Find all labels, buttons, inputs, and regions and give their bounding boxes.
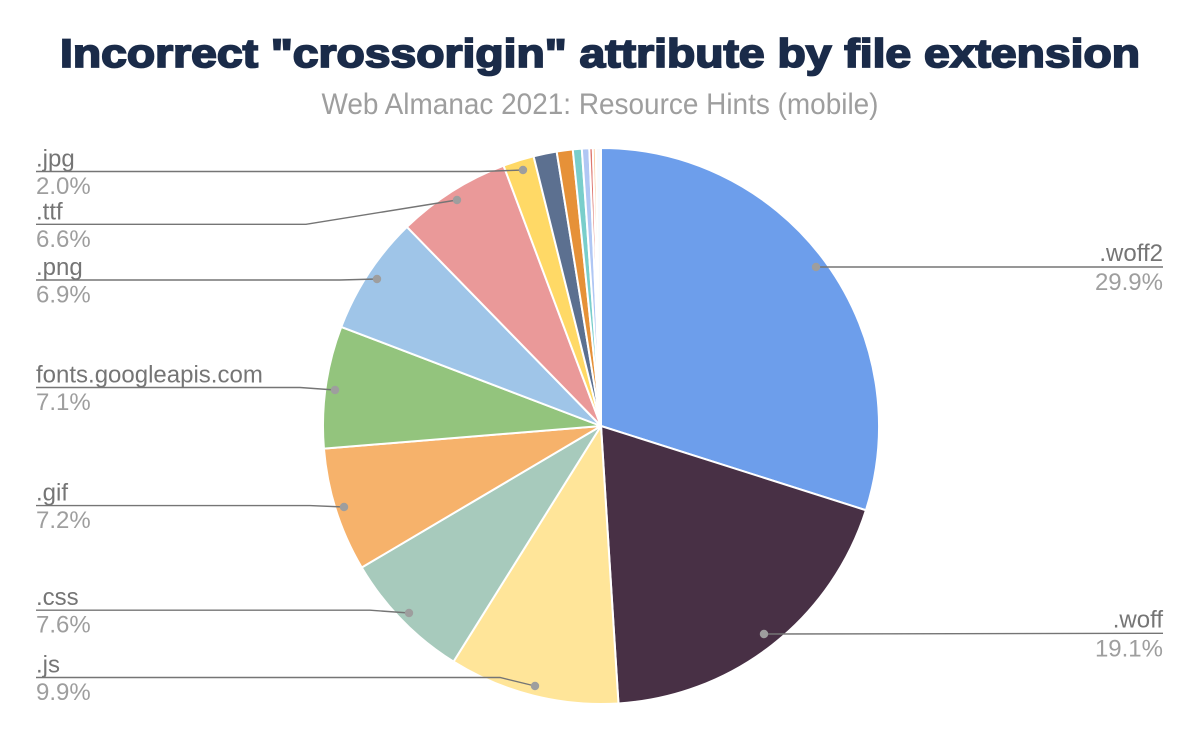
svg-text:29.9%: 29.9% — [1095, 269, 1163, 296]
svg-text:7.2%: 7.2% — [36, 507, 91, 534]
svg-text:.js: .js — [36, 652, 60, 679]
svg-text:.ttf: .ttf — [36, 198, 63, 225]
svg-text:.png: .png — [36, 254, 83, 281]
svg-text:.css: .css — [36, 584, 79, 611]
svg-text:.woff2: .woff2 — [1099, 240, 1163, 267]
svg-text:.jpg: .jpg — [36, 146, 75, 173]
svg-text:6.6%: 6.6% — [36, 226, 91, 253]
svg-text:7.1%: 7.1% — [36, 389, 91, 416]
svg-text:9.9%: 9.9% — [36, 679, 91, 706]
svg-text:6.9%: 6.9% — [36, 282, 91, 309]
svg-text:7.6%: 7.6% — [36, 612, 91, 639]
svg-text:Incorrect "crossorigin" attrib: Incorrect "crossorigin" attribute by fil… — [60, 32, 1140, 76]
svg-text:.woff: .woff — [1113, 606, 1164, 633]
svg-text:2.0%: 2.0% — [36, 173, 91, 200]
svg-text:.gif: .gif — [36, 480, 68, 507]
svg-text:Web Almanac 2021: Resource Hin: Web Almanac 2021: Resource Hints (mobile… — [322, 88, 879, 121]
svg-text:19.1%: 19.1% — [1095, 635, 1163, 662]
svg-text:fonts.googleapis.com: fonts.googleapis.com — [36, 362, 263, 389]
